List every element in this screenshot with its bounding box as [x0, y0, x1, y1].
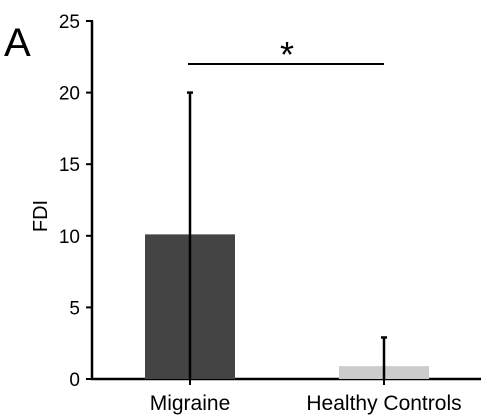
y-tick-label: 20: [59, 84, 80, 105]
y-tick-label: 15: [59, 155, 80, 176]
bars-group: [145, 234, 429, 379]
y-tick-label: 5: [69, 298, 80, 319]
panel-label: A: [4, 21, 31, 65]
y-tick-label: 0: [69, 370, 80, 391]
y-tick-label: 10: [59, 227, 80, 248]
x-category-label: Migraine: [150, 392, 231, 415]
category-labels: Migraine Healthy Controls: [150, 379, 462, 415]
y-axis-ticks: 0 5 10 15 20 25: [59, 12, 93, 391]
error-bars-group: [187, 91, 387, 379]
x-category-label: Healthy Controls: [306, 392, 461, 415]
y-axis-title: FDI: [30, 200, 52, 232]
significance-asterisk: *: [280, 34, 294, 75]
y-tick-label: 25: [59, 12, 80, 33]
